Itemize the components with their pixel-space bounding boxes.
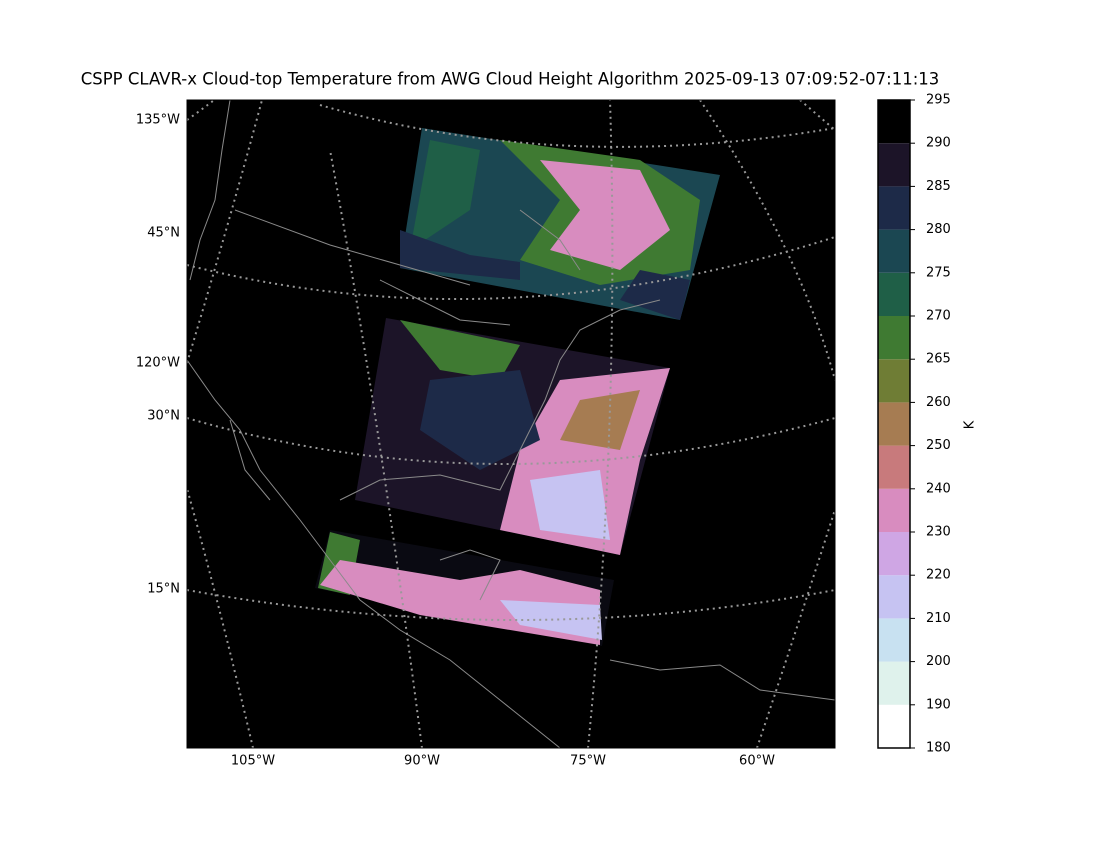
colorbar-tick-label: 265 (926, 352, 951, 367)
colorbar-tick-label: 240 (926, 481, 951, 496)
longitude-label: 90°W (404, 754, 440, 769)
swath-north (400, 128, 720, 320)
colorbar-label: K (963, 420, 978, 429)
colorbar-bin (878, 488, 910, 532)
colorbar-tick-label: 285 (926, 179, 951, 194)
colorbar-bin (878, 661, 910, 705)
latitude-label: 120°W (136, 356, 180, 371)
colorbar-tick-label: 280 (926, 222, 951, 237)
colorbar-bin (878, 100, 910, 144)
colorbar-tick-label: 250 (926, 438, 951, 453)
latitude-label: 30°N (147, 409, 180, 424)
colorbar-tick-label: 290 (926, 136, 951, 151)
title: CSPP CLAVR-x Cloud-top Temperature from … (81, 70, 940, 89)
coastline (187, 100, 835, 748)
colorbar-tick-label: 200 (926, 654, 951, 669)
colorbar-bin (878, 143, 910, 187)
latitude-label: 15°N (147, 582, 180, 597)
colorbar-bin (878, 532, 910, 576)
colorbar-tick-label: 270 (926, 309, 951, 324)
colorbar-bin (878, 229, 910, 273)
colorbar-bin (878, 445, 910, 489)
colorbar-tick-label: 190 (926, 697, 951, 712)
colorbar-bin (878, 704, 910, 748)
graticule (187, 100, 835, 748)
latitude-label: 45°N (147, 226, 180, 241)
colorbar-bin (878, 618, 910, 662)
colorbar-tick-label: 275 (926, 265, 951, 280)
longitude-label: 75°W (570, 754, 606, 769)
colorbar-tick-label: 260 (926, 395, 951, 410)
colorbar-bin (878, 575, 910, 619)
longitude-label: 105°W (231, 754, 275, 769)
colorbar-bin (878, 272, 910, 316)
latitude-label: 135°W (136, 113, 180, 128)
colorbar-bin (878, 402, 910, 446)
colorbar-tick-label: 230 (926, 525, 951, 540)
swath-south (315, 530, 614, 646)
colorbar-tick-label: 210 (926, 611, 951, 626)
colorbar-tick-label: 220 (926, 568, 951, 583)
colorbar-frame (877, 99, 911, 749)
map-content (187, 100, 835, 748)
longitude-label: 60°W (739, 754, 775, 769)
colorbar-bin (878, 186, 910, 230)
colorbar-bin (878, 359, 910, 403)
colorbar-tick-label: 295 (926, 93, 951, 108)
colorbar-bin (878, 316, 910, 360)
map-frame (186, 99, 836, 749)
colorbar-tick-label: 180 (926, 741, 951, 756)
